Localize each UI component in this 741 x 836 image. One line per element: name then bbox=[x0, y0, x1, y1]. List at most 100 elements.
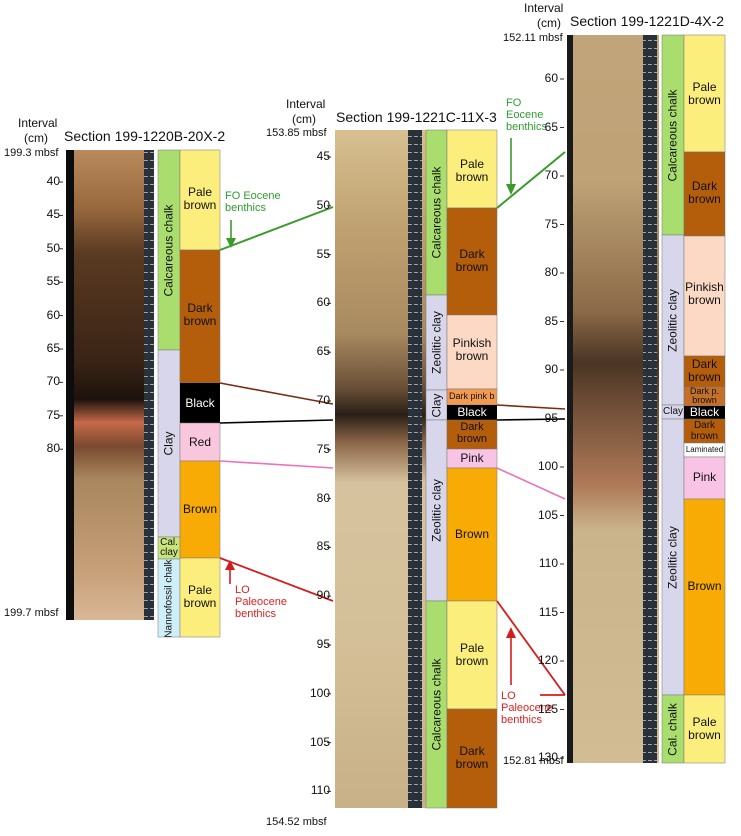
core3-cm-label: (cm) bbox=[537, 16, 561, 30]
core3-tick-120: 120 bbox=[537, 653, 558, 667]
core2-tick-80: 80 bbox=[316, 490, 330, 505]
core3-tick-60: 60 bbox=[544, 71, 558, 85]
core1-interval-label: Interval bbox=[18, 116, 58, 130]
core3-tick-75: 75 bbox=[544, 216, 558, 231]
core2-color-dark-brown-3: Dark brown bbox=[455, 744, 489, 771]
pink-line-1 bbox=[219, 460, 334, 469]
core2-cm-label: (cm) bbox=[292, 112, 316, 126]
core3-color-pinkish-brown: Pinkish brown bbox=[685, 280, 724, 307]
core3-lith-clay: Clay bbox=[663, 406, 684, 417]
correlation-lines bbox=[219, 151, 566, 696]
core2-color-pale-brown: Pale brown bbox=[455, 157, 489, 184]
pink-line-2 bbox=[496, 467, 566, 500]
core2-lith-zeolitic-clay: Zeolitic clay bbox=[429, 311, 444, 374]
core1-photo bbox=[66, 150, 154, 620]
core3-lith-zeolitic-clay-2: Zeolitic clay bbox=[665, 526, 680, 589]
core2-tick-85: 85 bbox=[316, 539, 330, 554]
core2-tick-45: 45 bbox=[316, 149, 330, 163]
core2-tick-70: 70 bbox=[316, 393, 330, 407]
annotation-arrows bbox=[225, 138, 516, 685]
core2-tick-95: 95 bbox=[316, 637, 330, 651]
core3-tick-90: 90 bbox=[544, 362, 558, 376]
core2-tick-60: 60 bbox=[316, 295, 330, 310]
core2-tick-110: 110 bbox=[310, 783, 330, 798]
core3-color-dark-brown-2: Dark brown bbox=[688, 357, 721, 384]
core2-lith-calcareous-chalk: Calcareous chalk bbox=[429, 166, 444, 259]
core1-bottom-depth: 199.7 mbsf bbox=[4, 607, 59, 619]
core1-lith-clay: Clay bbox=[161, 431, 176, 456]
core2-title: Section 199-1221C-11X-3 bbox=[336, 109, 497, 125]
core1-lith-calcareous-chalk: Calcareous chalk bbox=[161, 204, 176, 297]
core1-color-red: Red bbox=[188, 435, 211, 449]
core3-tick-80: 80 bbox=[544, 265, 558, 279]
fo-eocene-line-1 bbox=[219, 206, 334, 251]
core2-tick-75: 75 bbox=[316, 441, 330, 456]
core2-color-pinkish-brown: Pinkish brown bbox=[452, 336, 492, 363]
core3-title: Section 199-1221D-4X-2 bbox=[570, 13, 725, 29]
core3-bottom-depth: 152.81 mbsf bbox=[503, 755, 564, 767]
core3-tick-110: 110 bbox=[538, 556, 558, 570]
core3-tick-100: 100 bbox=[537, 459, 558, 473]
core2-color-dark-brown: Dark brown bbox=[455, 247, 489, 274]
core3-color-pink: Pink bbox=[692, 470, 717, 484]
core3-color-pale-brown: Pale brown bbox=[688, 80, 721, 107]
dark-brown-line-2 bbox=[496, 404, 566, 410]
core1-tick-55: 55 bbox=[46, 274, 60, 289]
dark-brown-line-1 bbox=[219, 382, 334, 405]
core3-photo bbox=[567, 35, 659, 763]
core1-tick-75: 75 bbox=[46, 407, 60, 422]
core3-tick-130: 130 bbox=[537, 750, 558, 764]
core3-tick-85: 85 bbox=[544, 313, 558, 328]
core3-color-black: Black bbox=[689, 405, 720, 419]
core3-color-dark-p-brown: Dark p. brown bbox=[689, 386, 719, 405]
core1-title: Section 199-1220B-20X-2 bbox=[64, 128, 226, 144]
axis-tick-marks bbox=[59, 78, 564, 792]
core2-color-brown: Brown bbox=[454, 527, 489, 541]
core2-bottom-depth: 154.52 mbsf bbox=[266, 816, 327, 828]
core2-lith-zeolitic-clay-2: Zeolitic clay bbox=[429, 479, 444, 542]
core3-color-dark-brown: Dark brown bbox=[688, 179, 721, 206]
core2-tick-90: 90 bbox=[316, 588, 330, 603]
core1-tick-45: 45 bbox=[46, 207, 60, 222]
core2-top-depth: 153.85 mbsf bbox=[266, 127, 327, 139]
core3-color-dark-brown-3: Dark brown bbox=[690, 420, 719, 442]
black-line-2 bbox=[496, 418, 566, 421]
core1-color-black: Black bbox=[185, 396, 215, 410]
core3-tick-115: 115 bbox=[538, 604, 558, 619]
core3-tick-70: 70 bbox=[544, 168, 558, 182]
core2-color-dark-brown-2: Dark brown bbox=[457, 421, 487, 445]
core3-lith-zeolitic-clay: Zeolitic clay bbox=[665, 289, 680, 352]
core1-tick-70: 70 bbox=[46, 374, 60, 389]
core3-tick-125: 125 bbox=[537, 701, 558, 716]
core3-lith-cal-chalk: Cal. chalk bbox=[665, 703, 680, 756]
core2-color-pink: Pink bbox=[460, 451, 484, 465]
core1-tick-50: 50 bbox=[46, 240, 60, 255]
core1-tick-40: 40 bbox=[46, 174, 60, 188]
core3-tick-65: 65 bbox=[544, 119, 558, 134]
core2-tick-105: 105 bbox=[309, 734, 330, 749]
core1-color-pale-brown: Pale brown bbox=[183, 185, 217, 212]
core2-lo-paleocene-label: LO Paleocene benthics bbox=[501, 690, 553, 726]
core2-color-pale-brown-2: Pale brown bbox=[455, 641, 489, 668]
core1-color-column bbox=[179, 149, 221, 638]
core1-fo-eocene-label: FO Eocene benthics bbox=[225, 190, 281, 214]
core2-interval-label: Interval bbox=[286, 97, 326, 111]
core2-tick-50: 50 bbox=[316, 197, 330, 212]
core1-lith-nannofossil-chalk: Nannofossil chalk bbox=[163, 559, 175, 638]
core2-color-dark-pink-brown: Dark pink brown bbox=[449, 391, 495, 401]
core1-tick-60: 60 bbox=[46, 307, 60, 322]
core3-lith-calcareous-chalk: Calcareous chalk bbox=[665, 89, 680, 182]
core1-color-dark-brown: Dark brown bbox=[183, 301, 217, 328]
core3-color-brown: Brown bbox=[687, 579, 722, 593]
lo-paleocene-line-2 bbox=[496, 600, 566, 696]
core2-lithology-column bbox=[425, 129, 448, 809]
core1-lith-cal-clay: Cal. clay bbox=[160, 537, 178, 558]
core2-color-column bbox=[446, 129, 498, 809]
core2-tick-55: 55 bbox=[316, 246, 330, 261]
core3-color-column bbox=[683, 34, 726, 764]
black-line-1 bbox=[219, 419, 334, 424]
core3-color-laminated: Laminated bbox=[685, 445, 724, 454]
core3-top-depth: 152.11 mbsf bbox=[503, 32, 563, 44]
core1-color-brown: Brown bbox=[183, 502, 218, 516]
